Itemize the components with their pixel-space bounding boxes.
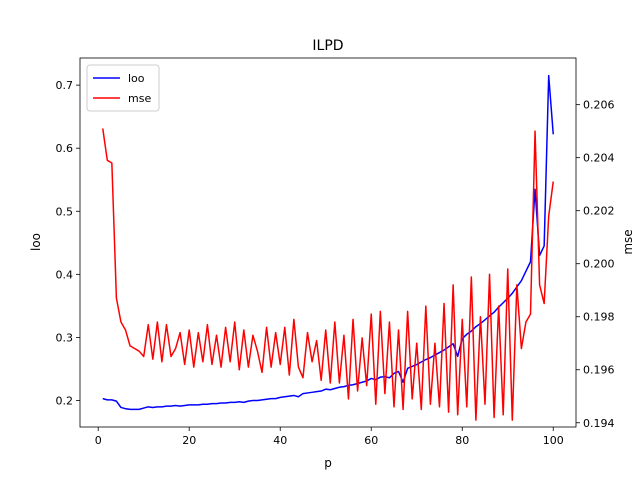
legend-label-mse: mse — [128, 92, 151, 105]
y-tick-label: 0.3 — [56, 331, 74, 344]
y-tick-label: 0.7 — [56, 79, 74, 92]
x-tick-label: 100 — [543, 434, 564, 447]
series-line-mse — [102, 128, 554, 421]
y-tick-label: 0.6 — [56, 142, 74, 155]
y2-tick-label: 0.204 — [583, 152, 615, 165]
x-tick-label: 0 — [95, 434, 102, 447]
y2-tick-label: 0.200 — [583, 258, 615, 271]
x-axis-label: p — [324, 456, 332, 470]
chart-title: ILPD — [312, 38, 343, 54]
x-tick-label: 60 — [364, 434, 378, 447]
legend: loo mse — [86, 64, 160, 112]
y2-tick-label: 0.196 — [583, 364, 615, 377]
y2-tick-label: 0.194 — [583, 417, 615, 430]
series-line-loo — [102, 74, 554, 411]
y-tick-label: 0.2 — [56, 395, 74, 408]
y2-tick-label: 0.202 — [583, 205, 615, 218]
y-tick-label: 0.4 — [56, 268, 74, 281]
y-tick-label: 0.5 — [56, 205, 74, 218]
plot-frame — [79, 57, 577, 428]
y2-tick-label: 0.198 — [583, 311, 615, 324]
legend-box — [86, 64, 160, 112]
x-tick-label: 20 — [182, 434, 196, 447]
y-axis-label: loo — [29, 233, 43, 251]
x-tick-label: 40 — [273, 434, 287, 447]
legend-label-loo: loo — [128, 72, 145, 85]
y2-axis-label: mse — [621, 229, 635, 254]
y2-tick-label: 0.206 — [583, 99, 615, 112]
x-tick-label: 80 — [455, 434, 469, 447]
